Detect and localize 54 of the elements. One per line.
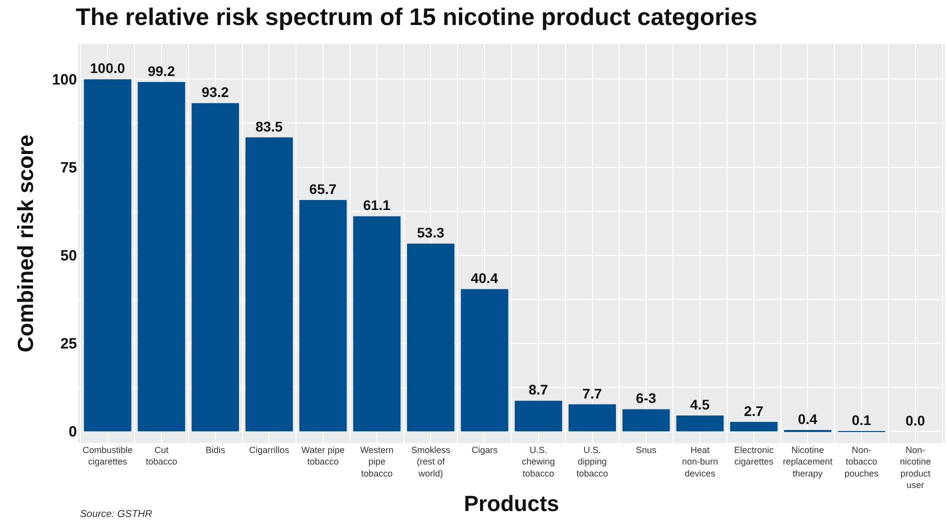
- data-label: 4.5: [690, 396, 710, 413]
- data-label: 40.4: [470, 270, 498, 286]
- data-label: 61.1: [363, 197, 391, 214]
- x-tick-label: U.S. dipping tobacco: [576, 445, 608, 478]
- x-tick-label: Cigars: [472, 445, 498, 455]
- y-tick-label: 50: [60, 248, 77, 265]
- x-tick-label: Smokless (rest of world): [411, 445, 451, 478]
- bar: [568, 404, 616, 432]
- x-tick-label: Nicotine replacement therapy: [782, 445, 833, 478]
- data-label: 0.4: [798, 410, 818, 427]
- x-tick-label: Water pipe tobacco: [301, 445, 345, 467]
- data-label: 6-3: [636, 390, 656, 406]
- bar: [353, 216, 401, 432]
- data-label: 2.7: [744, 402, 764, 419]
- data-label: 8.7: [528, 382, 548, 398]
- x-tick-label: Non-tobacco pouches: [844, 445, 880, 478]
- data-label: 65.7: [309, 181, 337, 198]
- x-tick-label: Non-nicotine product user: [900, 445, 931, 490]
- data-label: 7.7: [582, 385, 602, 402]
- x-tick-label: Combustible cigarettes: [82, 445, 133, 467]
- bar: [730, 422, 778, 432]
- bar: [460, 289, 508, 432]
- bar: [299, 200, 347, 432]
- bar: [245, 137, 293, 432]
- bar: [676, 416, 724, 432]
- x-tick-label: Heat non-burn devices: [682, 445, 718, 478]
- y-tick-label: 75: [60, 160, 77, 177]
- x-axis-title: Products: [464, 491, 560, 516]
- y-tick-label: 25: [60, 336, 77, 353]
- data-label: 83.5: [255, 118, 283, 134]
- data-label: 0.0: [906, 412, 926, 428]
- x-tick-label: Western pipe tobacco: [360, 445, 394, 478]
- data-label: 93.2: [202, 84, 230, 100]
- bar: [138, 82, 186, 432]
- data-label: 100.0: [90, 60, 126, 76]
- chart-title: The relative risk spectrum of 15 nicotine product categories: [76, 4, 758, 31]
- bar: [407, 244, 454, 432]
- data-label: 53.3: [416, 224, 444, 241]
- bar: [622, 409, 670, 432]
- bar: [192, 103, 240, 432]
- source-note: Source: GSTHR: [80, 509, 152, 520]
- y-tick-label: 0: [68, 424, 77, 441]
- data-label: 99.2: [148, 63, 176, 80]
- x-tick-label: Cigarrillos: [249, 445, 290, 455]
- x-tick-label: U.S. chewing tobacco: [522, 445, 555, 478]
- data-label: 0.1: [852, 412, 872, 428]
- bar: [514, 400, 562, 432]
- x-tick-label: Snus: [636, 445, 657, 455]
- x-tick-label: Bidis: [206, 445, 226, 455]
- x-tick-label: Cut tobacco: [146, 445, 178, 467]
- bar: [84, 79, 132, 432]
- y-tick-label: 100: [52, 71, 77, 88]
- y-axis-title: Combined risk score: [12, 134, 38, 352]
- x-tick-label: Electronic cigarettes: [734, 445, 774, 467]
